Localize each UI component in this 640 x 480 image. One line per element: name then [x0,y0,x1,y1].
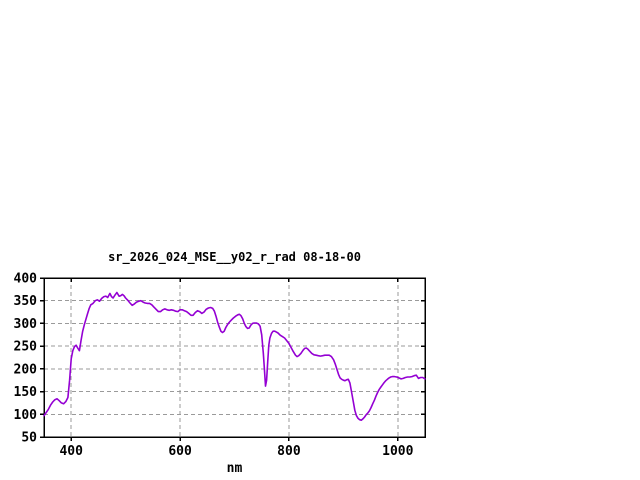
y-tick-label-400: 400 [14,272,38,287]
x-axis-label: nm [226,461,243,476]
x-tick-label-800: 800 [277,444,301,459]
y-tick-label-100: 100 [14,408,38,423]
y-tick-label-200: 200 [14,362,38,377]
chart-title: sr_2026_024_MSE__y02_r_rad 08-18-00 [108,250,361,264]
spectrum-line [43,291,426,422]
y-tick-label-350: 350 [14,294,38,309]
x-tick-label-600: 600 [168,444,192,459]
plot-border [43,277,426,438]
y-tick-label-300: 300 [14,317,38,332]
y-tick-label-50: 50 [21,431,37,446]
y-tick-label-150: 150 [14,385,38,400]
x-tick-label-400: 400 [59,444,83,459]
y-tick-label-250: 250 [14,340,38,355]
x-tick-label-1000: 1000 [382,444,413,459]
